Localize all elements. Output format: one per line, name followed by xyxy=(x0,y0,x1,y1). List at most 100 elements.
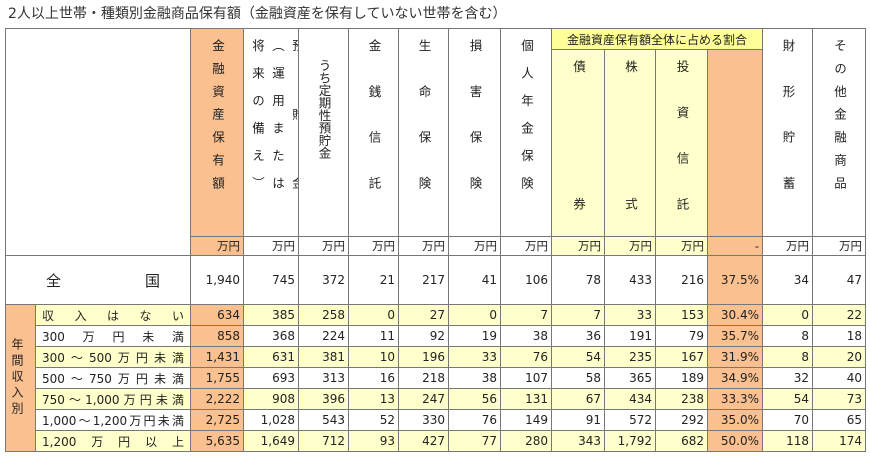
cell: 189 xyxy=(655,367,708,389)
cell: 292 xyxy=(655,409,708,431)
cell: 167 xyxy=(655,346,708,368)
cell: 572 xyxy=(604,409,656,431)
cell: 385 xyxy=(243,304,299,326)
header-text: 財形貯蓄 xyxy=(780,39,796,189)
column-header: 金銭信託 xyxy=(348,28,399,237)
unit: 万円 xyxy=(762,236,814,256)
cell: 34 xyxy=(762,255,814,305)
cell: 67 xyxy=(551,388,605,410)
unit: 万円 xyxy=(190,236,244,256)
cell: 0 xyxy=(348,304,399,326)
cell: 216 xyxy=(655,255,708,305)
header-line: 預貯金 xyxy=(290,39,299,189)
unit: 万円 xyxy=(500,236,552,256)
cell: 343 xyxy=(551,430,605,452)
cell: 107 xyxy=(500,367,552,389)
cell: 33 xyxy=(448,346,501,368)
cell: 2,725 xyxy=(190,409,244,431)
column-header: 預貯金 （運用または 将来の備え） xyxy=(243,28,299,237)
cell: 0 xyxy=(762,304,814,326)
cell: 32 xyxy=(762,367,814,389)
cell: 13 xyxy=(348,388,399,410)
cell: 196 xyxy=(398,346,449,368)
header-text: 投資信託 xyxy=(674,60,690,210)
cell: 7 xyxy=(500,304,552,326)
header-line: （運用または xyxy=(270,39,285,189)
unit: - xyxy=(706,236,764,256)
header-text: 金銭信託 xyxy=(366,39,382,189)
holdings-table: 金融資産保有額 預貯金 （運用または 将来の備え） うち定期性預貯金 金銭信託 生命保険 損害… xyxy=(5,28,867,452)
title: 2人以上世帯・種類別金融商品保有額（金融資産を保有していない世帯を含む） xyxy=(8,6,507,22)
cell: 745 xyxy=(243,255,299,305)
data-row: 1,200万円以上 5,635 1,649 712 93 427 77 280 343 1,792… xyxy=(6,430,867,452)
cell: 280 xyxy=(500,430,552,452)
column-header: 生命保険 xyxy=(398,28,449,237)
cell: 153 xyxy=(655,304,708,326)
data-row: 300～500万円未満 1,431 631 381 10 196 33 76 54 235 167 3… xyxy=(6,346,867,368)
row-group-text: 年間収入別 xyxy=(10,338,24,418)
row-label: 1,000～1,200万円未満 xyxy=(35,409,191,431)
column-header: その他金融商品 xyxy=(812,28,867,237)
cell: 50.0% xyxy=(706,430,764,452)
row-label: 全国 xyxy=(5,255,191,305)
cell: 31.9% xyxy=(706,346,764,368)
cell: 76 xyxy=(448,409,501,431)
cell: 20 xyxy=(812,346,867,368)
cell: 217 xyxy=(398,255,449,305)
cell: 11 xyxy=(348,325,399,347)
cell: 5,635 xyxy=(190,430,244,452)
data-row: 500～750万円未満 1,755 693 313 16 218 38 107 58 365 189… xyxy=(6,367,867,389)
header-text: 金融資産保有額 xyxy=(210,39,225,189)
cell: 19 xyxy=(448,325,501,347)
row-label: 300万円未満 xyxy=(35,325,191,347)
data-row: 1,000～1,200万円未満 2,725 1,028 543 52 330 76 149 91… xyxy=(6,409,867,431)
cell: 634 xyxy=(190,304,244,326)
cell: 36 xyxy=(551,325,605,347)
column-header: うち定期性預貯金 xyxy=(298,28,349,237)
cell: 238 xyxy=(655,388,708,410)
cell: 8 xyxy=(762,346,814,368)
column-header xyxy=(706,49,764,237)
cell: 76 xyxy=(500,346,552,368)
cell: 427 xyxy=(398,430,449,452)
row-group: 年間収入別 xyxy=(5,304,36,452)
cell: 2,222 xyxy=(190,388,244,410)
corner-cell xyxy=(5,28,191,256)
cell: 38 xyxy=(448,367,501,389)
cell: 1,431 xyxy=(190,346,244,368)
cell: 73 xyxy=(812,388,867,410)
row-label: 1,200万円以上 xyxy=(35,430,191,452)
cell: 52 xyxy=(348,409,399,431)
column-header: 投資信託 xyxy=(655,49,708,237)
cell: 27 xyxy=(398,304,449,326)
cell: 543 xyxy=(298,409,349,431)
row-label: 750～1,000万円未満 xyxy=(35,388,191,410)
cell: 47 xyxy=(812,255,867,305)
cell: 330 xyxy=(398,409,449,431)
cell: 235 xyxy=(604,346,656,368)
cell: 35.7% xyxy=(706,325,764,347)
cell: 35.0% xyxy=(706,409,764,431)
data-row: 750～1,000万円未満 2,222 908 396 13 247 56 131 67 434 2… xyxy=(6,388,867,410)
unit: 万円 xyxy=(448,236,501,256)
column-header: 損害保険 xyxy=(448,28,501,237)
cell: 131 xyxy=(500,388,552,410)
cell: 54 xyxy=(551,346,605,368)
cell: 224 xyxy=(298,325,349,347)
row-label: 500～750万円未満 xyxy=(35,367,191,389)
cell: 54 xyxy=(762,388,814,410)
cell: 682 xyxy=(655,430,708,452)
cell: 78 xyxy=(551,255,605,305)
cell: 91 xyxy=(551,409,605,431)
unit: 万円 xyxy=(655,236,708,256)
cell: 7 xyxy=(551,304,605,326)
cell: 65 xyxy=(812,409,867,431)
cell: 79 xyxy=(655,325,708,347)
cell: 258 xyxy=(298,304,349,326)
header-text: 個人年金保険 xyxy=(519,39,534,189)
cell: 93 xyxy=(348,430,399,452)
cell: 40 xyxy=(812,367,867,389)
cell: 247 xyxy=(398,388,449,410)
cell: 30.4% xyxy=(706,304,764,326)
